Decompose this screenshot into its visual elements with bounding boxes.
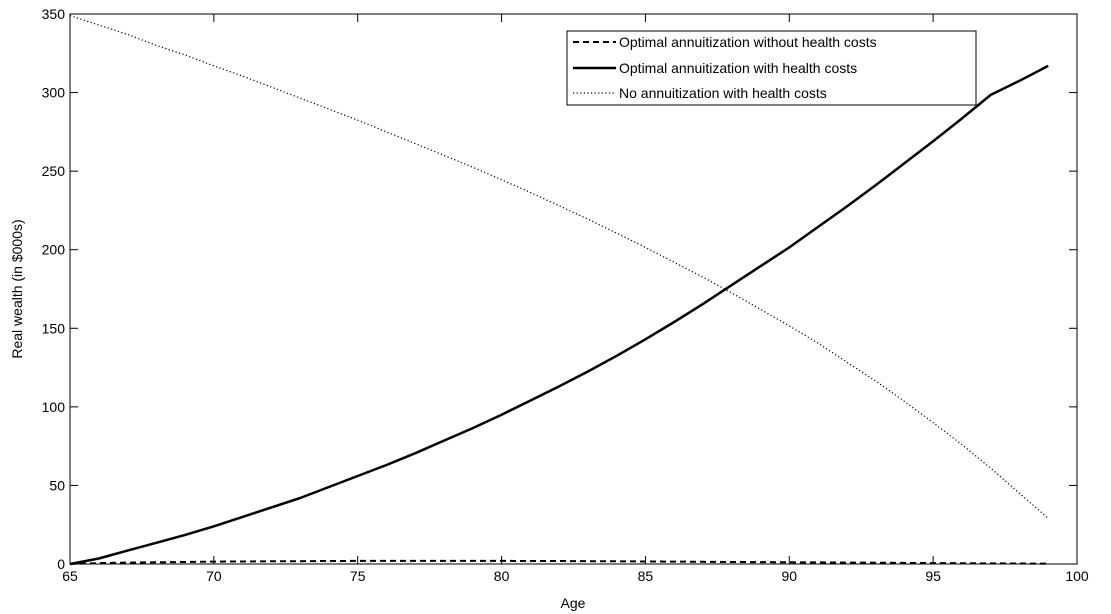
y-tick-label: 200: [42, 242, 66, 258]
x-tick-label: 100: [1065, 568, 1089, 584]
legend-label-1: Optimal annuitization with health costs: [619, 60, 857, 76]
axes-layer: 65 70 75 80 85 90 95 100 0 50 100 150 200 250 300 350: [42, 6, 1089, 584]
y-tick-label: 300: [42, 85, 66, 101]
y-tick-label: 100: [42, 399, 66, 415]
x-tick-label: 75: [350, 568, 366, 584]
series-layer: [69, 15, 1049, 566]
x-tick-label: 95: [925, 568, 941, 584]
x-axis-title: Age: [561, 595, 586, 611]
y-tick-label: 50: [49, 477, 65, 493]
y-tick-label: 0: [57, 556, 65, 572]
y-tick-label: 350: [42, 6, 66, 22]
x-tick-label: 85: [638, 568, 654, 584]
legend: Optimal annuitization without health cos…: [566, 30, 977, 106]
y-tick-label: 250: [42, 163, 66, 179]
x-tick-label: 65: [62, 568, 78, 584]
y-axis-title: Real wealth (in $000s): [9, 219, 25, 358]
plot-frame: [69, 13, 1078, 565]
x-tick-label: 70: [206, 568, 222, 584]
legend-label-2: No annuitization with health costs: [619, 85, 827, 101]
plot-area: [70, 14, 1077, 564]
x-tick-label: 90: [781, 568, 797, 584]
legend-label-0: Optimal annuitization without health cos…: [619, 34, 877, 50]
x-tick-label: 80: [494, 568, 510, 584]
series-line-dashed: [69, 559, 1049, 565]
y-tick-label: 150: [42, 320, 66, 336]
legend-box: [566, 30, 977, 106]
series-line-solid: [69, 64, 1049, 566]
